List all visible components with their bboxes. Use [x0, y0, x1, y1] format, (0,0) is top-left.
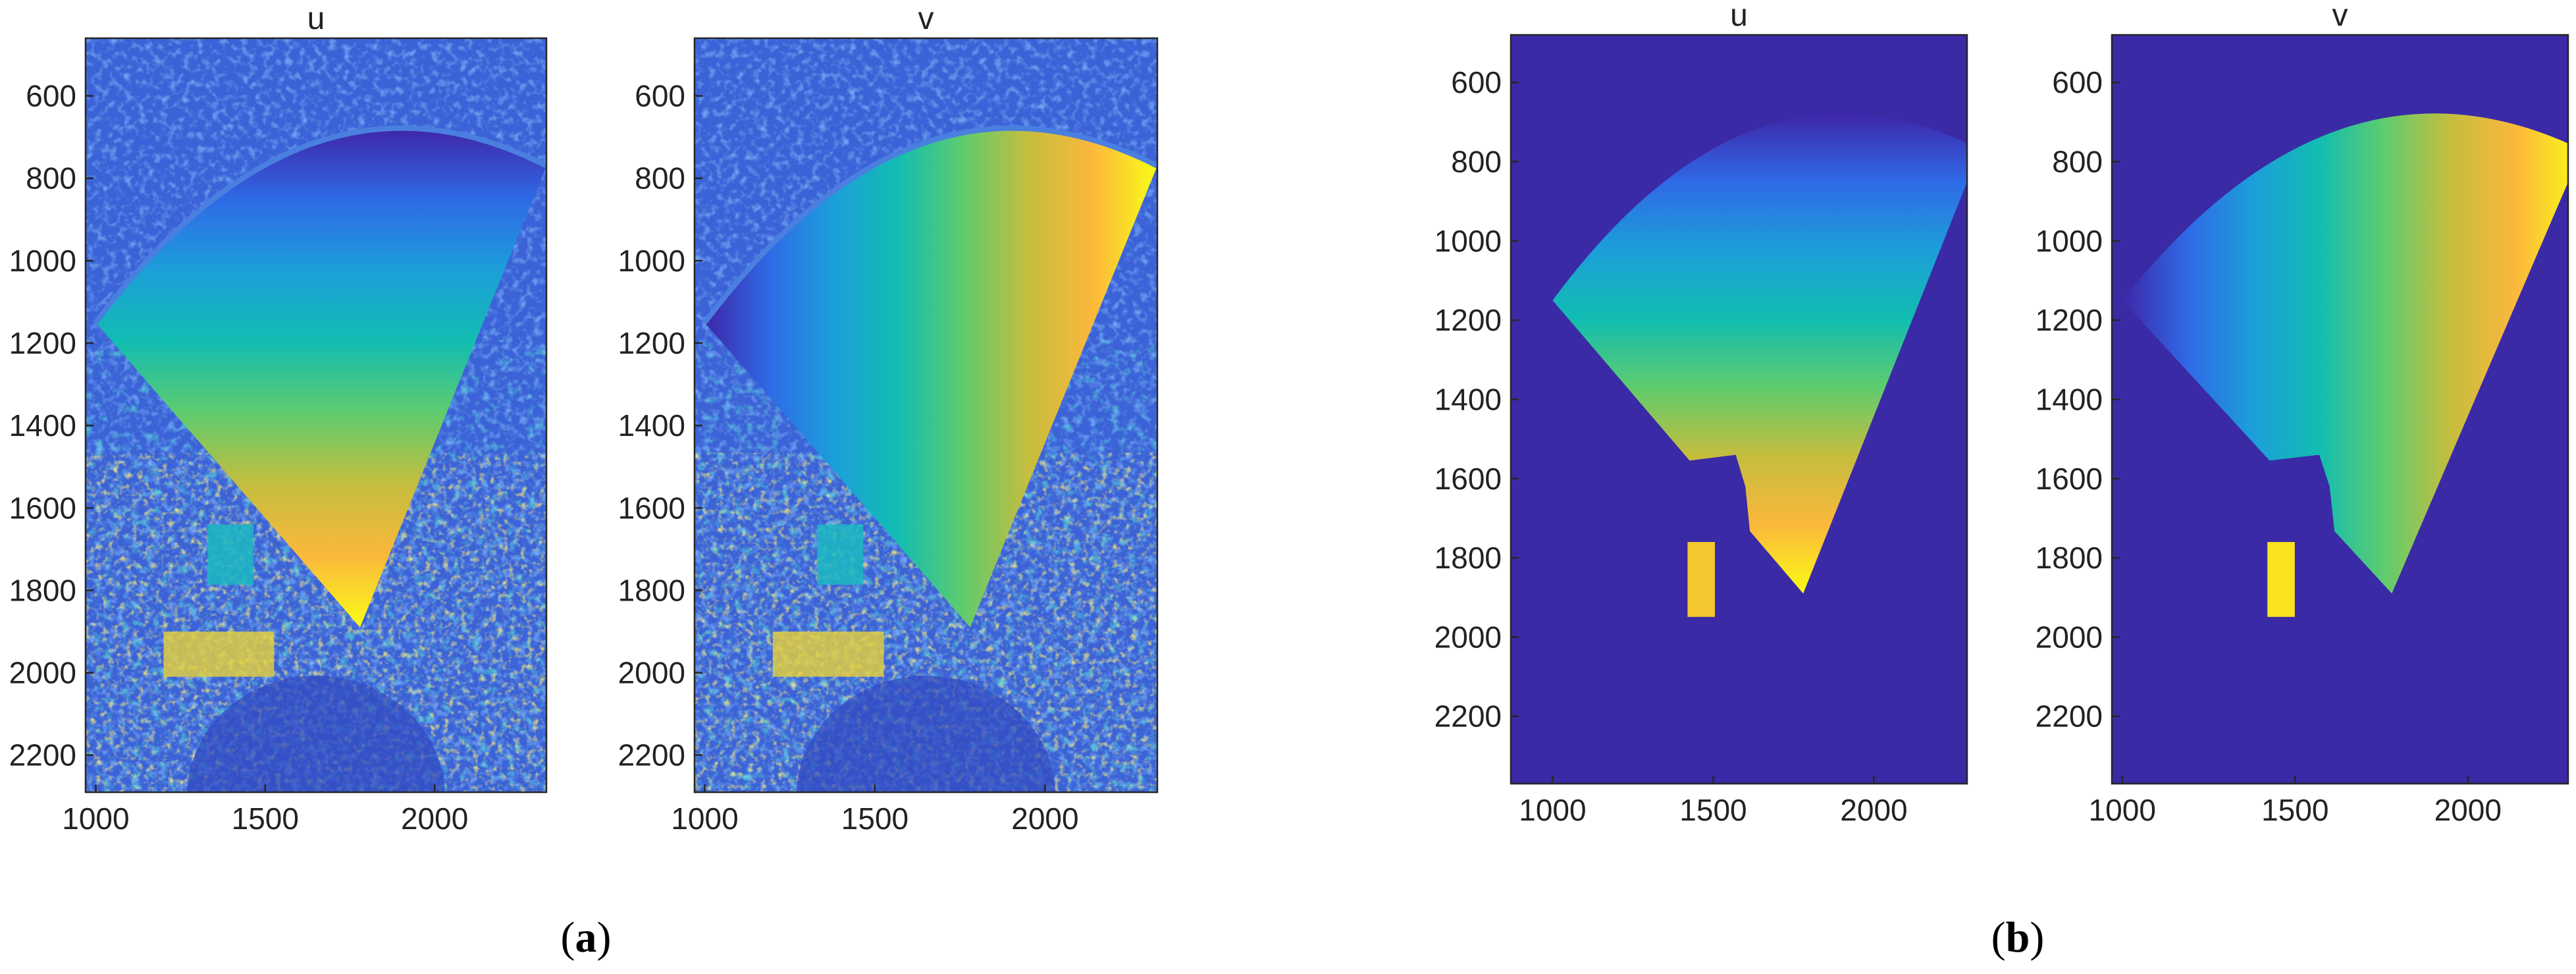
y-tick-label: 2000	[1434, 620, 1502, 654]
plot-title: v	[918, 1, 934, 36]
x-tick-label: 1000	[1519, 793, 1586, 827]
x-tick-label: 1500	[232, 801, 299, 836]
y-tick-label: 1600	[1434, 462, 1502, 496]
sector-arc	[93, 125, 546, 325]
sector-arc	[702, 125, 1157, 325]
x-tick-label: 2000	[1840, 793, 1907, 827]
heatmap-image	[2112, 35, 2568, 784]
y-tick-label: 1200	[9, 326, 76, 360]
y-tick-label: 2000	[618, 656, 685, 690]
y-tick-label: 1000	[1434, 224, 1502, 258]
sector-field	[95, 128, 546, 628]
y-tick-label: 1000	[2036, 224, 2103, 258]
y-tick-label: 2200	[9, 738, 76, 772]
y-tick-label: 600	[2052, 65, 2103, 99]
axes-frame	[693, 37, 1159, 794]
panel-caption-b: (b)	[1991, 913, 2045, 961]
heatmap-a-v: v 1000 1500 2000 600 800 1000 1200 1400 1600 1800 2…	[618, 1, 1159, 836]
axes-frame	[1510, 34, 1968, 785]
panel-caption-a: (a)	[561, 913, 612, 961]
y-tick-label: 1200	[2036, 303, 2103, 337]
y-tick-label: 1800	[1434, 541, 1502, 575]
y-tick-label: 1000	[618, 244, 685, 278]
y-tick-label: 1800	[2036, 541, 2103, 575]
plot-title: u	[307, 1, 325, 36]
y-tick-label: 1400	[2036, 382, 2103, 416]
heatmap-b-v: v 1000 1500 2000 600 800 1000 1200 1400 1600 1800 2…	[2036, 0, 2569, 827]
y-tick-label: 800	[26, 161, 76, 196]
y-tick-label: 800	[2052, 145, 2103, 179]
y-tick-label: 1800	[618, 573, 685, 607]
y-tick-label: 2200	[618, 738, 685, 772]
y-tick-label: 2000	[9, 656, 76, 690]
x-tick-label: 2000	[1011, 801, 1078, 836]
y-tick-label: 1200	[1434, 303, 1502, 337]
y-tick-label: 800	[1451, 145, 1502, 179]
mask-hole	[2250, 454, 2337, 551]
y-tick-label: 600	[635, 79, 685, 113]
y-tick-label: 1000	[9, 244, 76, 278]
axes-frame	[2111, 34, 2569, 785]
x-tick-label: 1500	[2261, 793, 2328, 827]
heatmap-a-u: u 1000 1500 2000 600 800 1000 1200 1400 1600 1800 2…	[9, 1, 548, 836]
axes-frame	[84, 37, 548, 794]
y-tick-label: 1200	[618, 326, 685, 360]
y-tick-label: 800	[635, 161, 685, 196]
y-tick-label: 600	[1451, 65, 1502, 99]
plot-title: v	[2332, 0, 2348, 33]
y-tick-label: 2000	[2036, 620, 2103, 654]
y-tick-label: 600	[26, 79, 76, 113]
y-tick-label: 1600	[618, 491, 685, 525]
plot-title: u	[1730, 0, 1748, 33]
y-tick-label: 2200	[1434, 699, 1502, 734]
heatmap-image	[86, 38, 546, 792]
y-tick-label: 1600	[9, 491, 76, 525]
x-tick-label: 1000	[671, 801, 738, 836]
y-tick-label: 1400	[9, 408, 76, 443]
y-tick-label: 1600	[2036, 462, 2103, 496]
y-tick-label: 2200	[2036, 699, 2103, 734]
x-tick-label: 1500	[1679, 793, 1747, 827]
y-tick-label: 1800	[9, 573, 76, 607]
x-tick-label: 2000	[2434, 793, 2502, 827]
x-tick-label: 1000	[62, 801, 129, 836]
sector-field	[704, 128, 1157, 628]
mask-hole	[1671, 454, 1752, 551]
x-tick-label: 1000	[2089, 793, 2156, 827]
heatmap-image	[695, 38, 1157, 792]
sector-field	[1552, 113, 1967, 594]
x-tick-label: 2000	[401, 801, 468, 836]
x-tick-label: 1500	[841, 801, 908, 836]
y-tick-label: 1400	[1434, 382, 1502, 416]
sector-field	[2122, 113, 2568, 594]
heatmap-b-u: u 1000 1500 2000 600 800 1000 1200 1400 1600 1800 2…	[1434, 0, 1968, 827]
heatmap-image	[1511, 35, 1967, 784]
y-tick-label: 1400	[618, 408, 685, 443]
